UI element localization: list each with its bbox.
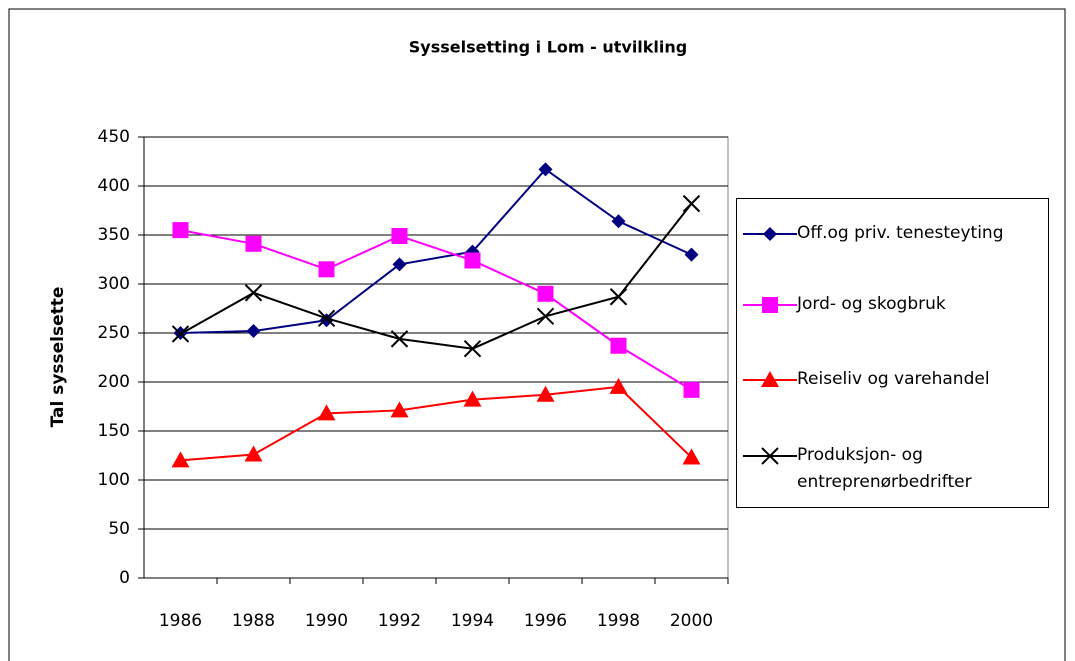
marker (609, 377, 628, 394)
marker (463, 339, 482, 358)
marker (245, 235, 262, 252)
marker (244, 284, 263, 302)
marker (762, 297, 778, 313)
marker (610, 337, 627, 354)
marker (171, 451, 190, 468)
marker (463, 390, 482, 407)
legend-entry: Produksjon- og entreprenørbedrifter (737, 435, 1048, 495)
marker (761, 371, 779, 387)
marker (537, 285, 554, 302)
marker (611, 214, 626, 229)
marker (464, 252, 481, 269)
legend-swatch (743, 227, 797, 241)
y-tick-label: 250 (98, 323, 130, 343)
marker (317, 404, 336, 421)
marker (391, 227, 408, 244)
marker (536, 385, 555, 402)
marker (609, 288, 628, 306)
marker (246, 324, 261, 339)
marker (763, 227, 777, 241)
series-line (180, 168, 692, 334)
x-tick-label: 2000 (670, 611, 713, 631)
x-tick-label: 1994 (451, 611, 494, 631)
legend-swatch (743, 371, 797, 387)
marker (171, 325, 190, 343)
marker (317, 309, 336, 328)
marker (761, 447, 779, 465)
legend: Off.og priv. tenesteyting Jord- og skogbr… (736, 198, 1049, 508)
series-line (180, 385, 693, 462)
series-line (180, 203, 693, 350)
marker (682, 448, 701, 465)
x-tick-label: 1998 (597, 611, 640, 631)
y-tick-label: 150 (98, 421, 130, 441)
marker (392, 257, 407, 272)
legend-swatch (743, 447, 797, 465)
marker (536, 307, 555, 326)
x-tick-label: 1996 (524, 611, 567, 631)
marker (390, 401, 409, 418)
plot-area (143, 136, 729, 579)
y-tick-label: 450 (98, 127, 130, 147)
x-tick-label: 1992 (378, 611, 421, 631)
legend-label: Jord- og skogbruk (797, 294, 946, 314)
y-tick-label: 200 (98, 372, 130, 392)
y-tick-label: 100 (98, 470, 130, 490)
marker (318, 261, 335, 278)
y-axis-label: Tal sysselsette (48, 287, 68, 428)
y-tick-label: 350 (98, 225, 130, 245)
x-tick-label: 1990 (305, 611, 348, 631)
marker (682, 194, 701, 213)
x-tick-label: 1986 (159, 611, 202, 631)
marker (244, 445, 263, 462)
y-tick-label: 300 (98, 274, 130, 294)
x-tick-label: 1988 (232, 611, 275, 631)
legend-label: Off.og priv. tenesteyting (797, 223, 1004, 243)
legend-entry: Off.og priv. tenesteyting (737, 213, 1048, 273)
y-tick-label: 0 (119, 568, 130, 588)
legend-label: Produksjon- og entreprenørbedrifter (797, 445, 972, 492)
marker (683, 381, 700, 398)
legend-swatch (743, 297, 797, 313)
legend-label: Reiseliv og varehandel (797, 369, 990, 389)
chart-title: Sysselsetting i Lom - utvilkling (409, 38, 688, 57)
frame (8, 8, 1066, 661)
marker (538, 162, 553, 177)
marker (172, 222, 189, 239)
marker (390, 330, 409, 348)
legend-entry: Jord- og skogbruk (737, 284, 1048, 344)
series-line (180, 229, 693, 391)
y-tick-label: 400 (98, 176, 130, 196)
y-tick-label: 50 (108, 519, 130, 539)
marker (684, 247, 699, 262)
legend-entry: Reiseliv og varehandel (737, 359, 1048, 419)
